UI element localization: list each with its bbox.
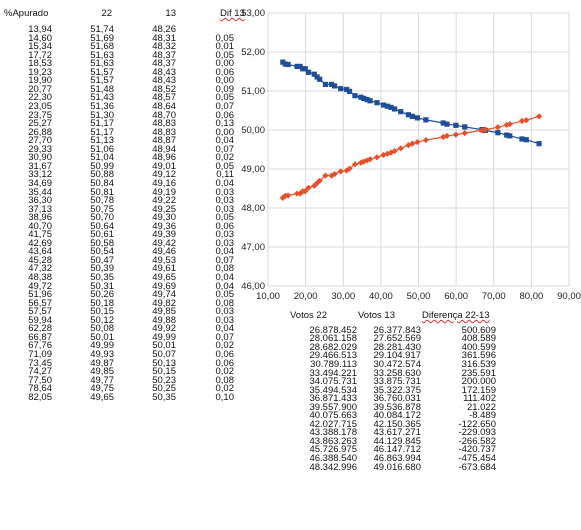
series-22-point xyxy=(423,117,428,122)
series-13-point xyxy=(423,137,429,143)
y-tick-label: 48,00 xyxy=(241,203,265,214)
x-tick-label: 40,00 xyxy=(369,291,393,302)
series-22-point xyxy=(317,77,322,82)
series-22-point xyxy=(495,130,500,135)
cell-votos-13: 49.016.680 xyxy=(373,464,421,473)
x-tick-label: 70,00 xyxy=(482,291,506,302)
series-13-point xyxy=(398,145,404,151)
cell-dif13: 0,10 xyxy=(216,394,235,403)
series-22-point xyxy=(323,82,328,87)
series-22-point xyxy=(338,86,343,91)
y-tick-label: 50,00 xyxy=(241,125,265,136)
y-tick-label: 52,00 xyxy=(241,47,265,58)
y-tick-label: 53,00 xyxy=(241,8,265,19)
cell-votos-22: 48.342.996 xyxy=(309,464,357,473)
header-diferenca: Diferença 22-13 xyxy=(422,312,490,321)
series-22-point xyxy=(507,133,512,138)
series-22-point xyxy=(392,106,397,111)
y-tick-label: 49,00 xyxy=(241,164,265,175)
vote-share-chart: 46,0047,0048,0049,0050,0051,0052,0053,00… xyxy=(238,0,581,310)
series-22-point xyxy=(462,124,467,129)
y-tick-label: 51,00 xyxy=(241,86,265,97)
x-tick-label: 50,00 xyxy=(407,291,431,302)
header-22: 22 xyxy=(101,10,112,19)
series-13-point xyxy=(495,124,501,130)
series-22-point xyxy=(306,70,311,75)
header-13: 13 xyxy=(165,10,176,19)
series-22-point xyxy=(536,141,541,146)
series-22-point xyxy=(524,137,529,142)
header-votos-22: Votos 22 xyxy=(290,312,327,321)
x-tick-label: 90,00 xyxy=(557,291,581,302)
series-13-line xyxy=(283,116,539,198)
votes-row: 48.342.996 49.016.680 -673.684 xyxy=(270,464,570,473)
series-13-point xyxy=(536,113,542,119)
series-13-point xyxy=(462,130,468,136)
votes-header: Votos 22 Votos 13 Diferença 22-13 xyxy=(270,312,570,321)
header-apurado: %Apurado xyxy=(4,10,48,19)
cell-share-13: 50,35 xyxy=(152,394,176,403)
y-tick-label: 47,00 xyxy=(241,242,265,253)
cell-diferenca: -673.684 xyxy=(458,464,496,473)
x-tick-label: 10,00 xyxy=(256,291,280,302)
cell-share-22: 49,65 xyxy=(90,394,114,403)
x-tick-label: 20,00 xyxy=(294,291,318,302)
series-22-point xyxy=(332,83,337,88)
series-22-point xyxy=(415,115,420,120)
x-tick-label: 80,00 xyxy=(519,291,543,302)
series-22-point xyxy=(444,122,449,127)
series-13-point xyxy=(523,117,529,123)
series-22-point xyxy=(352,93,357,98)
cell-apurado: 82,05 xyxy=(28,394,52,403)
table-header: %Apurado 22 13 Dif 13 xyxy=(0,10,236,19)
series-22-point xyxy=(367,98,372,103)
x-tick-label: 60,00 xyxy=(444,291,468,302)
series-22-point xyxy=(374,100,379,105)
series-22-line xyxy=(283,62,539,144)
series-13-point xyxy=(453,132,459,138)
series-22-point xyxy=(398,109,403,114)
table-row: 82,05 49,65 50,35 0,10 xyxy=(0,394,236,403)
series-13-point xyxy=(414,139,420,145)
series-22-point xyxy=(285,62,290,67)
series-13-point xyxy=(374,154,380,160)
header-votos-13: Votos 13 xyxy=(358,312,395,321)
series-22-point xyxy=(453,123,458,128)
series-22-point xyxy=(347,89,352,94)
x-tick-label: 30,00 xyxy=(331,291,355,302)
series-22-point xyxy=(410,114,415,119)
